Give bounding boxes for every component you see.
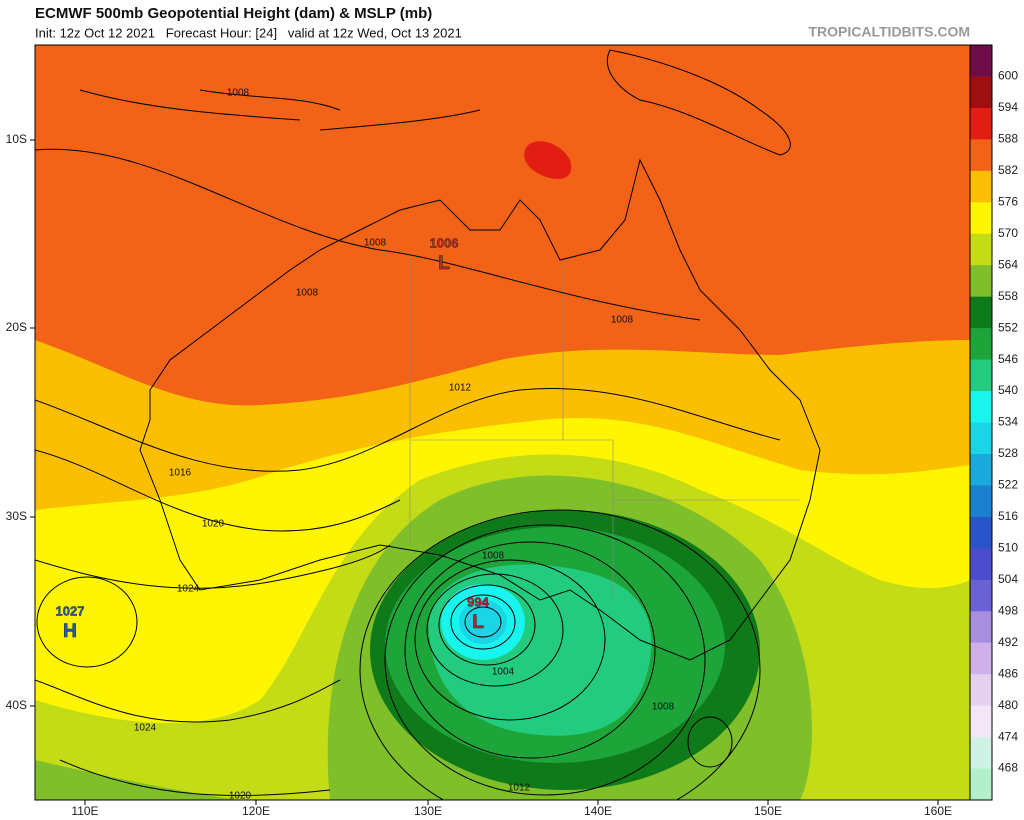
isobar-label: 1016 (169, 468, 192, 479)
isobar-label: 1008 (364, 238, 387, 249)
isobars (35, 89, 781, 800)
colorbar-cell (970, 328, 992, 361)
center-symbol: L (438, 253, 450, 274)
lon-label: 110E (71, 804, 98, 818)
colorbar-label: 600 (998, 69, 1018, 83)
colorbar-cell (970, 548, 992, 581)
center-value: 1006 (430, 235, 459, 250)
lon-label: 140E (584, 804, 612, 818)
lat-label: 40S (6, 698, 27, 712)
colorbar-label: 504 (998, 572, 1018, 586)
isobar-label: 1020 (202, 519, 225, 530)
lat-label: 20S (6, 320, 27, 334)
lon-label: 150E (754, 804, 782, 818)
colorbar-label: 528 (998, 446, 1018, 460)
credit: TROPICALTIDBITS.COM (808, 24, 970, 40)
colorbar-label: 480 (998, 698, 1018, 712)
colorbar-cell (970, 768, 992, 801)
center-value: 994 (467, 594, 489, 609)
colorbar-label: 576 (998, 194, 1018, 208)
colorbar-cell (970, 674, 992, 707)
colorbar-label: 468 (998, 761, 1018, 775)
lon-label: 120E (242, 804, 270, 818)
colorbar-cell (970, 516, 992, 549)
isobar-label: 1008 (652, 702, 675, 713)
isobar-label: 1024 (134, 723, 157, 734)
colorbar-label: 510 (998, 541, 1018, 555)
coastline (139, 158, 821, 661)
isobar-label: 1008 (482, 551, 505, 562)
center-symbol: H (63, 621, 77, 642)
colorbar-label: 588 (998, 132, 1018, 146)
colorbar-cell (970, 422, 992, 455)
subtitle: Init: 12z Oct 12 2021 Forecast Hour: [24… (35, 25, 462, 40)
isobar-label: 1024 (177, 584, 200, 595)
colorbar-cell (970, 202, 992, 235)
lon-label: 160E (924, 804, 952, 818)
center-value: 1027 (56, 603, 85, 618)
colorbar-label: 522 (998, 478, 1018, 492)
colorbar-cell (970, 391, 992, 423)
lat-label: 30S (6, 509, 27, 523)
border (409, 255, 800, 600)
map (35, 45, 970, 800)
colorbar-label: 558 (998, 289, 1018, 303)
colorbar-label: 498 (998, 603, 1018, 617)
colorbar-label: 516 (998, 509, 1018, 523)
isobar-label: 1004 (492, 667, 515, 678)
isobar-label: 1008 (611, 315, 634, 326)
colorbar-frame (969, 44, 993, 801)
height-band (524, 141, 572, 180)
height-band (35, 760, 240, 800)
colorbar-label: 492 (998, 635, 1018, 649)
colorbar-label: 594 (998, 100, 1018, 114)
lat-label: 10S (6, 132, 27, 146)
colorbar-cell (970, 45, 992, 77)
colorbar-cell (970, 737, 992, 770)
isobar-label: 1008 (227, 88, 250, 99)
colorbar-cell (970, 642, 992, 675)
colorbar-cell (970, 76, 992, 109)
colorbar-cell (970, 170, 992, 203)
isobar-label: 1008 (296, 288, 319, 299)
isobar-label: 1012 (449, 383, 472, 394)
colorbar-cell (970, 233, 992, 266)
colorbar-cell (970, 139, 992, 172)
colorbar-label: 534 (998, 415, 1018, 429)
colorbar-label: 474 (998, 729, 1018, 743)
colorbar-label: 552 (998, 320, 1018, 334)
colorbar-label: 486 (998, 666, 1018, 680)
isobar-label: 1012 (508, 783, 531, 794)
colorbar-cell (970, 453, 992, 486)
coastline (79, 89, 481, 131)
colorbar-cell (970, 359, 992, 392)
colorbar-cell (970, 579, 992, 612)
coastline (687, 716, 733, 768)
colorbar-cell (970, 265, 992, 298)
colorbar-cell (970, 705, 992, 738)
colorbar-label: 540 (998, 383, 1018, 397)
colorbar-label: 582 (998, 163, 1018, 177)
title: ECMWF 500mb Geopotential Height (dam) & … (35, 5, 432, 22)
colorbar-label: 570 (998, 226, 1018, 240)
isobar-label: 1020 (229, 791, 252, 802)
colorbar-cell (970, 611, 992, 644)
colorbar-cell (970, 485, 992, 518)
colorbar-label: 546 (998, 352, 1018, 366)
colorbar-cell (970, 107, 992, 140)
center-symbol: L (472, 612, 484, 633)
lon-label: 130E (414, 804, 442, 818)
colorbar-cell (970, 296, 992, 329)
coastline (606, 49, 791, 156)
colorbar-label: 564 (998, 257, 1018, 271)
